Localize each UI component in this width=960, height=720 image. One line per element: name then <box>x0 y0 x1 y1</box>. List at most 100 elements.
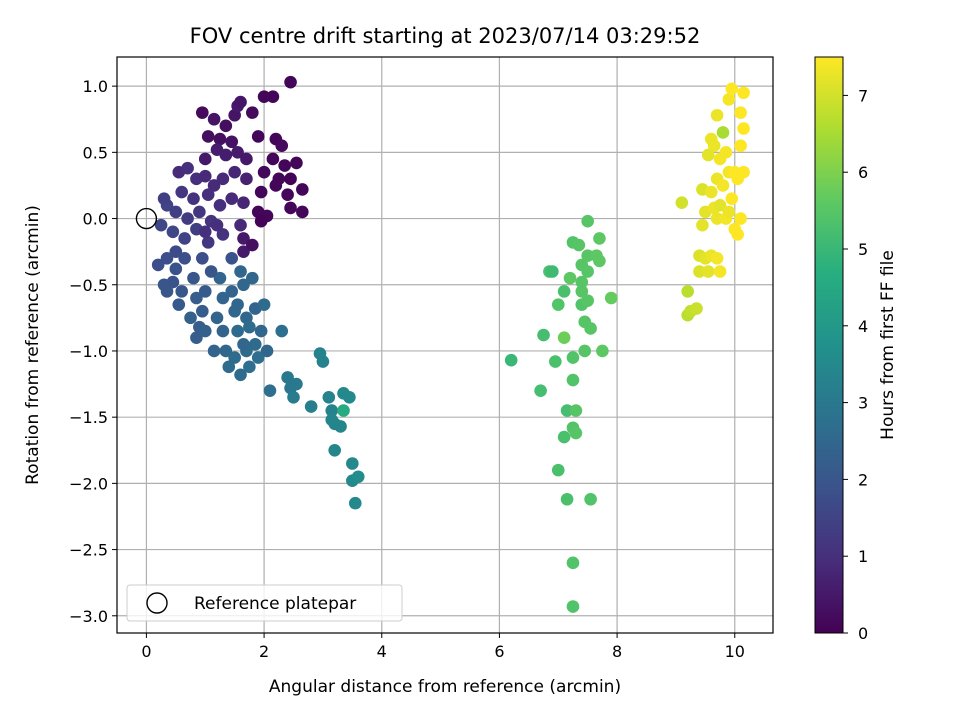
data-point <box>581 294 594 307</box>
data-point <box>234 368 247 382</box>
data-point <box>734 106 747 119</box>
data-point <box>231 324 244 338</box>
data-point <box>343 391 356 404</box>
colorbar-tick-label: 7 <box>858 86 868 105</box>
data-point <box>184 311 197 325</box>
data-point <box>725 192 739 205</box>
data-point <box>287 391 300 404</box>
legend-marker <box>146 592 168 614</box>
data-point <box>234 95 247 109</box>
data-point <box>722 93 736 106</box>
data-point <box>290 377 303 391</box>
data-point <box>193 205 206 219</box>
data-point <box>581 265 594 278</box>
data-point <box>210 218 224 232</box>
data-point <box>160 285 174 298</box>
data-point <box>560 492 574 506</box>
data-point <box>207 344 221 358</box>
data-point <box>251 351 265 364</box>
data-point <box>216 324 230 338</box>
data-point <box>225 192 239 205</box>
data-point <box>278 159 291 172</box>
data-point <box>325 404 339 417</box>
data-point <box>181 212 194 225</box>
data-point <box>263 384 277 397</box>
y-tick-label: −2.5 <box>69 541 108 560</box>
data-point <box>284 201 297 215</box>
data-point <box>334 420 347 433</box>
data-point <box>551 298 565 311</box>
data-point <box>157 192 171 205</box>
data-point <box>178 251 191 265</box>
data-point <box>207 179 221 192</box>
data-point <box>681 285 694 298</box>
y-tick-label: −0.5 <box>69 276 108 295</box>
data-point <box>546 265 559 278</box>
data-point <box>566 600 580 613</box>
data-point <box>581 214 594 228</box>
data-point <box>187 192 200 205</box>
x-axis-label: Angular distance from reference (arcmin) <box>269 677 621 697</box>
data-point <box>707 139 721 153</box>
data-point <box>169 245 183 258</box>
data-point <box>675 196 689 209</box>
data-point <box>175 285 189 298</box>
data-point <box>196 106 209 119</box>
x-tick-label: 2 <box>259 642 269 661</box>
data-point <box>254 185 268 199</box>
data-point <box>725 82 739 96</box>
data-point <box>237 338 250 351</box>
data-point <box>346 457 359 470</box>
data-point <box>228 304 241 318</box>
data-point <box>534 384 547 397</box>
data-point <box>737 122 750 135</box>
data-point <box>216 291 230 305</box>
data-point <box>254 214 268 228</box>
data-point <box>557 331 571 345</box>
data-point <box>257 165 271 179</box>
data-point <box>213 199 227 212</box>
data-point <box>201 236 215 249</box>
data-point <box>575 275 589 289</box>
data-point <box>201 130 215 143</box>
data-point <box>566 351 580 364</box>
colorbar-tick-label: 6 <box>858 163 868 182</box>
data-point <box>254 324 268 338</box>
data-point <box>593 254 606 268</box>
data-point <box>196 251 209 265</box>
data-point <box>316 355 330 368</box>
data-point <box>690 302 703 315</box>
data-point <box>549 355 562 368</box>
data-point <box>537 328 550 342</box>
data-point <box>551 463 565 477</box>
data-point <box>722 205 736 219</box>
data-point <box>169 205 183 219</box>
data-point <box>198 152 212 166</box>
data-point <box>166 275 180 289</box>
data-point <box>190 291 203 305</box>
data-point <box>281 188 294 202</box>
colorbar-tick-label: 2 <box>858 470 868 489</box>
y-tick-label: −1.5 <box>69 408 108 427</box>
x-tick-label: 8 <box>612 642 622 661</box>
data-point <box>257 90 271 104</box>
data-point <box>248 338 262 351</box>
data-point <box>337 404 350 417</box>
data-point <box>716 179 730 192</box>
data-point <box>187 271 200 285</box>
x-tick-label: 4 <box>377 642 387 661</box>
data-point <box>225 285 239 298</box>
data-point <box>701 148 715 162</box>
x-tick-label: 0 <box>141 642 151 661</box>
data-point <box>713 265 727 278</box>
data-point <box>596 344 609 358</box>
y-tick-label: 1.0 <box>83 77 108 96</box>
y-tick-label: −1.0 <box>69 342 108 361</box>
data-point <box>281 371 294 384</box>
data-point <box>328 443 341 457</box>
data-point <box>581 249 594 262</box>
data-point <box>213 132 227 146</box>
x-tick-label: 6 <box>494 642 504 661</box>
data-point <box>201 188 215 202</box>
data-point <box>190 331 203 345</box>
